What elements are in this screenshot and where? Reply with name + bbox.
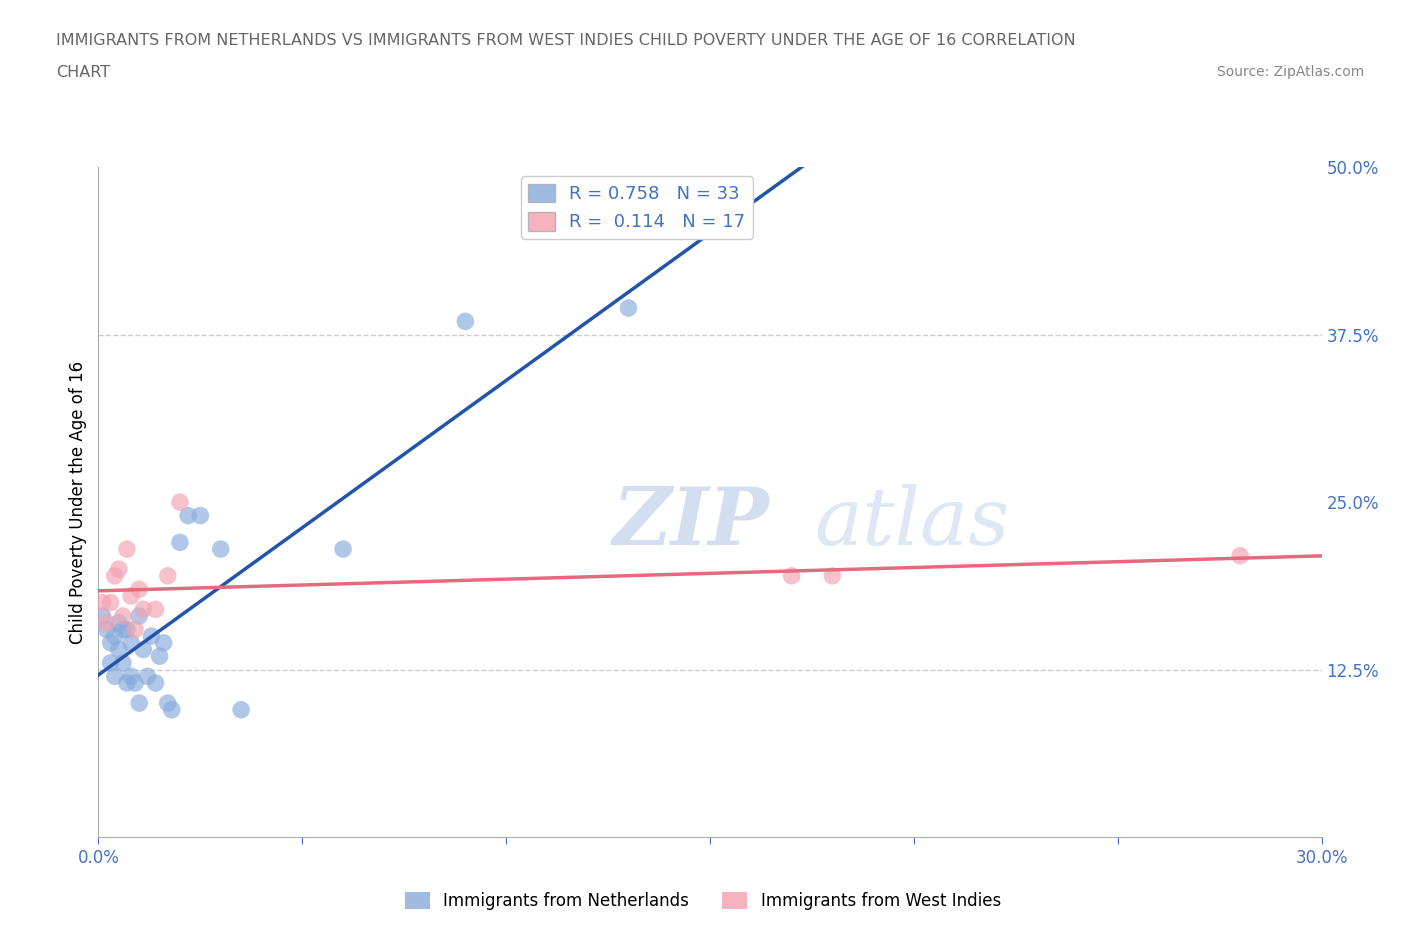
Point xyxy=(231,702,253,717)
Point xyxy=(160,702,183,717)
Point xyxy=(1229,549,1251,564)
Point xyxy=(115,622,138,637)
Point xyxy=(120,669,142,684)
Point xyxy=(780,568,803,583)
Point xyxy=(108,642,131,657)
Text: Source: ZipAtlas.com: Source: ZipAtlas.com xyxy=(1216,65,1364,79)
Point xyxy=(91,608,114,623)
Point xyxy=(209,541,232,556)
Point xyxy=(145,675,167,690)
Point xyxy=(332,541,354,556)
Point xyxy=(128,696,150,711)
Point xyxy=(120,589,142,604)
Point xyxy=(152,635,174,650)
Point xyxy=(156,696,179,711)
Point xyxy=(115,541,138,556)
Point xyxy=(821,568,844,583)
Text: IMMIGRANTS FROM NETHERLANDS VS IMMIGRANTS FROM WEST INDIES CHILD POVERTY UNDER T: IMMIGRANTS FROM NETHERLANDS VS IMMIGRANT… xyxy=(56,33,1076,47)
Point xyxy=(100,635,122,650)
Point xyxy=(169,495,191,510)
Y-axis label: Child Poverty Under the Age of 16: Child Poverty Under the Age of 16 xyxy=(69,361,87,644)
Point xyxy=(104,568,127,583)
Point xyxy=(136,669,159,684)
Text: ZIP: ZIP xyxy=(612,484,769,561)
Point xyxy=(124,675,146,690)
Point xyxy=(115,675,138,690)
Point xyxy=(108,562,131,577)
Point xyxy=(188,508,212,523)
Point xyxy=(454,314,477,329)
Point xyxy=(104,669,127,684)
Point xyxy=(128,582,150,597)
Point xyxy=(96,616,118,631)
Point xyxy=(128,608,150,623)
Point xyxy=(132,642,155,657)
Point xyxy=(145,602,167,617)
Point xyxy=(111,608,134,623)
Legend: Immigrants from Netherlands, Immigrants from West Indies: Immigrants from Netherlands, Immigrants … xyxy=(398,885,1008,917)
Point xyxy=(111,622,134,637)
Point xyxy=(132,602,155,617)
Point xyxy=(96,622,118,637)
Point xyxy=(141,629,163,644)
Point xyxy=(100,595,122,610)
Point xyxy=(104,629,127,644)
Point xyxy=(108,616,131,631)
Point xyxy=(149,649,172,664)
Point xyxy=(156,568,179,583)
Legend: R = 0.758   N = 33, R =  0.114   N = 17: R = 0.758 N = 33, R = 0.114 N = 17 xyxy=(520,177,752,239)
Text: CHART: CHART xyxy=(56,65,110,80)
Point xyxy=(91,595,114,610)
Point xyxy=(100,656,122,671)
Point xyxy=(169,535,191,550)
Point xyxy=(617,300,640,315)
Text: atlas: atlas xyxy=(814,484,1010,561)
Point xyxy=(120,635,142,650)
Point xyxy=(177,508,200,523)
Point xyxy=(124,622,146,637)
Point xyxy=(111,656,134,671)
